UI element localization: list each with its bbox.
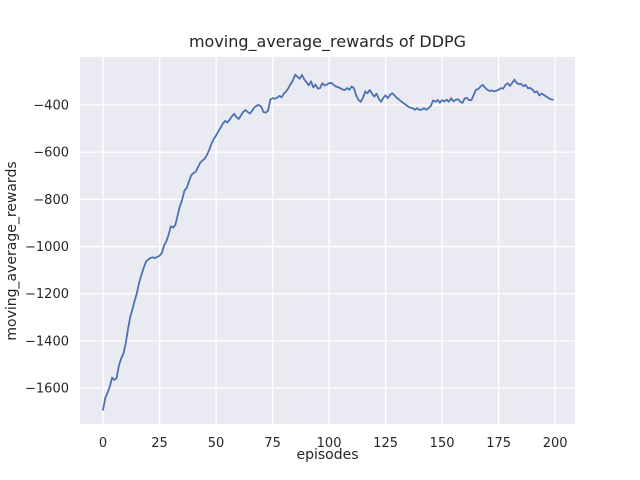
x-tick-label: 175: [486, 436, 511, 451]
y-axis-label: moving_average_rewards: [4, 161, 20, 340]
x-tick-label: 150: [430, 436, 455, 451]
plot-area: [80, 57, 575, 424]
x-axis-label: episodes: [296, 447, 358, 463]
x-tick-label: 100: [317, 436, 342, 451]
x-tick-label: 50: [208, 436, 225, 451]
x-tick-label: 200: [543, 436, 568, 451]
y-tick-label: −400: [33, 99, 69, 114]
x-tick-label: 125: [373, 436, 398, 451]
x-tick-label: 25: [151, 436, 168, 451]
y-tick-label: −1400: [25, 334, 69, 349]
y-tick-label: −1200: [25, 287, 69, 302]
gridlines: [80, 57, 575, 424]
x-tick-labels: 0 25 50 75 100 125 150 175 200: [99, 436, 568, 451]
y-tick-label: −800: [33, 193, 69, 208]
y-tick-label: −1600: [25, 381, 69, 396]
x-tick-label: 75: [264, 436, 281, 451]
x-tick-label: 0: [99, 436, 107, 451]
reward-line: [102, 73, 554, 411]
y-tick-label: −600: [33, 146, 69, 161]
chart-title: moving_average_rewards of DDPG: [189, 32, 466, 52]
y-tick-labels: −400 −600 −800 −1000 −1200 −1400 −1600: [25, 99, 69, 397]
y-tick-label: −1000: [25, 240, 69, 255]
